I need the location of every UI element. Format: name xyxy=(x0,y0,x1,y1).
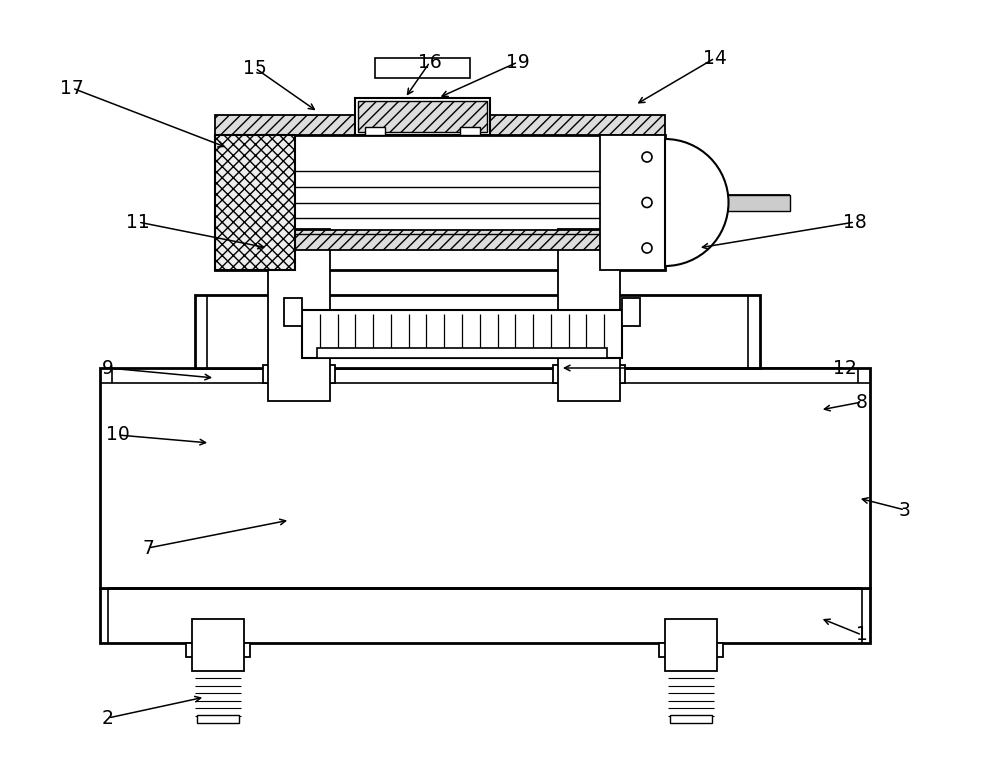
Bar xyxy=(192,619,244,671)
Text: 1: 1 xyxy=(856,625,868,644)
Bar xyxy=(186,643,250,657)
Bar xyxy=(263,365,335,383)
Bar xyxy=(100,588,870,643)
Bar xyxy=(215,115,665,135)
Bar xyxy=(302,310,622,358)
Text: 10: 10 xyxy=(106,425,130,444)
Bar xyxy=(665,619,717,671)
Bar xyxy=(284,298,302,326)
Text: 8: 8 xyxy=(856,392,868,411)
Text: 16: 16 xyxy=(418,52,442,72)
Bar xyxy=(460,127,480,135)
Bar xyxy=(659,643,723,657)
Bar xyxy=(622,298,640,326)
Text: 15: 15 xyxy=(243,58,267,78)
Text: 3: 3 xyxy=(899,501,911,520)
Bar xyxy=(600,135,665,270)
Circle shape xyxy=(642,152,652,162)
Bar xyxy=(358,101,487,132)
Text: 12: 12 xyxy=(833,358,857,378)
Text: 11: 11 xyxy=(126,212,150,231)
Bar xyxy=(670,715,712,723)
Text: 9: 9 xyxy=(102,358,114,378)
Bar xyxy=(215,230,665,250)
Bar xyxy=(100,368,870,588)
Text: 18: 18 xyxy=(843,212,867,231)
Bar xyxy=(215,135,665,270)
Bar xyxy=(375,58,470,78)
Circle shape xyxy=(642,243,652,253)
Text: 14: 14 xyxy=(703,48,727,68)
Text: 17: 17 xyxy=(60,78,84,98)
Bar xyxy=(558,229,620,401)
Wedge shape xyxy=(665,139,728,266)
Text: 2: 2 xyxy=(102,708,114,727)
Bar xyxy=(195,295,760,368)
Bar xyxy=(355,98,490,135)
Bar xyxy=(365,127,385,135)
Bar xyxy=(197,715,239,723)
Text: 7: 7 xyxy=(142,538,154,558)
Bar xyxy=(215,135,295,270)
Bar xyxy=(665,195,790,211)
Circle shape xyxy=(642,198,652,208)
Text: 19: 19 xyxy=(506,52,530,72)
Bar xyxy=(317,348,607,358)
Bar xyxy=(553,365,625,383)
Bar xyxy=(268,229,330,401)
